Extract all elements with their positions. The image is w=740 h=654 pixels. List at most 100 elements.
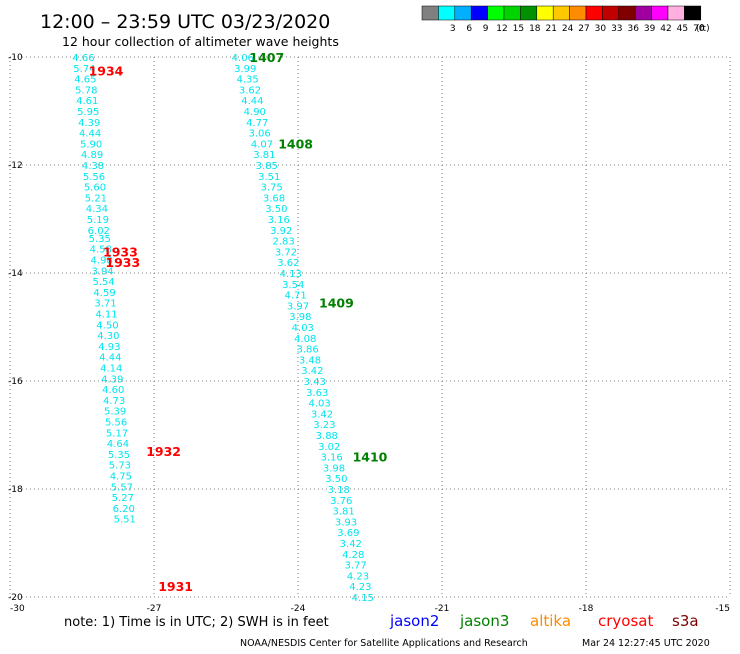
pass-time-label: 1934	[89, 64, 124, 79]
colorbar-tick-label: 30	[595, 24, 607, 34]
longitude-tick-label: -30	[10, 604, 25, 614]
swh-value: 4.73	[103, 396, 125, 407]
colorbar-swatch	[618, 5, 636, 21]
swh-value: 5.56	[105, 418, 127, 429]
swh-value: 4.35	[236, 75, 258, 86]
page-subtitle: 12 hour collection of altimeter wave hei…	[62, 34, 339, 49]
swh-value: 4.50	[96, 320, 118, 331]
longitude-tick-label: -27	[147, 604, 162, 614]
longitude-tick-label: -24	[291, 604, 306, 614]
swh-value: 5.27	[112, 493, 134, 504]
longitude-tick-label: -18	[579, 604, 594, 614]
swh-value: 3.94	[92, 266, 114, 277]
swh-value: 4.60	[102, 385, 124, 396]
swh-value: 3.62	[239, 85, 261, 96]
swh-value: 4.61	[76, 96, 98, 107]
colorbar-swatch	[684, 5, 702, 21]
swh-value: 5.90	[80, 139, 102, 150]
wave-height-colorbar: 3 6 9 12 15 18 21 24 27 30 33 36 39 42 45 70(ft)	[421, 5, 710, 34]
swh-value: 4.11	[95, 310, 117, 321]
map-frame: -10 -12 -14 -16 -18 -20-30 -27 -24 -21 -18 -15 4.6…	[8, 50, 731, 614]
swh-value: 2.83	[272, 237, 294, 248]
swh-value: 5.57	[111, 482, 133, 493]
colorbar-tick-label: 45	[677, 24, 688, 34]
colorbar-tick-label: 3	[450, 24, 456, 34]
swh-value: 5.73	[109, 461, 131, 472]
swh-value: 3.68	[263, 193, 285, 204]
colorbar-tick-label: 15	[513, 24, 524, 34]
swh-value: 4.90	[244, 107, 266, 118]
credit-text: NOAA/NESDIS Center for Satellite Applica…	[240, 638, 528, 649]
swh-value: 3.81	[332, 507, 354, 518]
colorbar-swatch	[520, 5, 538, 21]
latitude-tick-label: -10	[8, 53, 23, 63]
colorbar-tick-label: 39	[644, 24, 656, 34]
swh-value: 5.54	[92, 277, 114, 288]
latitude-tick-label: -14	[8, 269, 23, 279]
swh-value: 3.42	[340, 539, 362, 550]
swh-value: 3.92	[270, 226, 292, 237]
generated-timestamp: Mar 24 12:27:45 UTC 2020	[582, 638, 710, 649]
pass-time-label: 1933	[105, 255, 140, 270]
swh-value: 3.42	[311, 409, 333, 420]
swh-value: 4.06	[232, 53, 254, 64]
pass-time-label: 1409	[319, 296, 354, 311]
swh-value: 4.93	[98, 342, 120, 353]
swh-value: 3.63	[306, 388, 328, 399]
colorbar-tick-label: 42	[660, 24, 671, 34]
colorbar-swatch	[569, 5, 587, 21]
pass-time-label: 1410	[353, 450, 388, 465]
colorbar-tick-label: 24	[562, 24, 574, 34]
swh-value: 3.88	[316, 431, 338, 442]
swh-value: 4.30	[97, 331, 119, 342]
satellite-legend: jason2 jason3 altika cryosat s3a	[389, 612, 699, 630]
swh-value: 3.43	[304, 377, 326, 388]
swh-value: 4.08	[294, 334, 316, 345]
colorbar-tick-label: 70	[693, 24, 705, 34]
colorbar-tick-label: 6	[466, 24, 472, 34]
swh-value: 3.99	[234, 64, 256, 75]
swh-value: 4.14	[100, 364, 122, 375]
swh-value: 6.20	[113, 504, 135, 515]
swh-value: 4.75	[110, 472, 132, 483]
swh-value: 4.39	[78, 118, 100, 129]
swh-value: 5.51	[114, 515, 136, 526]
swh-value: 5.60	[84, 183, 106, 194]
swh-value: 3.16	[268, 215, 290, 226]
swh-value: 5.17	[106, 428, 128, 439]
pass-time-label: 1933	[103, 244, 138, 259]
colorbar-tick-label: 18	[529, 24, 541, 34]
swh-value: 4.44	[241, 96, 263, 107]
swh-value: 3.06	[248, 129, 270, 140]
swh-value: 5.21	[85, 193, 107, 204]
legend-s3a: s3a	[672, 612, 699, 630]
colorbar-swatch	[487, 5, 505, 21]
swh-value: 4.89	[81, 150, 103, 161]
swh-value: 3.51	[258, 172, 280, 183]
swh-value: 3.72	[275, 247, 297, 258]
swh-value: 3.77	[344, 561, 366, 572]
track-jason3: 4.063.994.353.624.444.904.773.064.073.81…	[232, 53, 374, 604]
swh-value: 4.71	[284, 291, 306, 302]
colorbar-unit-label: (ft)	[696, 24, 710, 34]
colorbar-swatch	[454, 5, 472, 21]
colorbar-tick-label: 12	[496, 24, 507, 34]
swh-value: 3.54	[282, 280, 304, 291]
swh-value: 3.02	[318, 442, 340, 453]
swh-value: 3.85	[256, 161, 278, 172]
swh-value: 4.66	[72, 53, 94, 64]
swh-value: 5.78	[75, 85, 97, 96]
swh-value: 4.03	[292, 323, 314, 334]
swh-value: 3.18	[328, 485, 350, 496]
swh-value: 3.98	[289, 312, 311, 323]
colorbar-swatch	[667, 5, 685, 21]
latitude-tick-label: -16	[8, 377, 23, 387]
colorbar-tick-label: 33	[611, 24, 622, 34]
swh-value: 5.35	[89, 234, 111, 245]
colorbar-swatch	[438, 5, 456, 21]
axis-tick-labels: -10 -12 -14 -16 -18 -20-30 -27 -24 -21 -18 -15	[8, 53, 730, 614]
swh-value: 3.50	[265, 204, 287, 215]
legend-cryosat: cryosat	[598, 612, 653, 630]
latitude-tick-label: -12	[8, 161, 23, 171]
swh-value: 5.35	[108, 450, 130, 461]
